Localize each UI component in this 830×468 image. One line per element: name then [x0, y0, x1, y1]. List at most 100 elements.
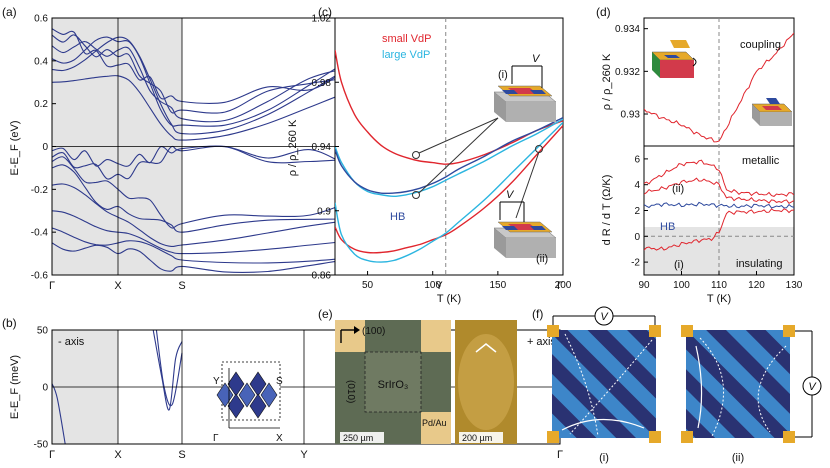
a-xtick-1: X	[114, 280, 122, 292]
c-ytick-0: 1.02	[312, 14, 332, 25]
direction-100: (100)	[362, 326, 385, 337]
panel-c-y-ticks: 1.02 0.98 0.94 0.9 0.86	[312, 14, 339, 282]
panel-b-ylabel: E-E_F (meV)	[9, 355, 21, 419]
inset-y: Y	[213, 376, 220, 387]
panel-b-y-ticks: 50 0 -50	[34, 326, 49, 451]
d-xtick-1: 100	[673, 280, 690, 291]
device-ii-v: V	[808, 381, 817, 393]
b-xtick-2: S	[178, 449, 185, 461]
b-ytick-1: 0	[42, 383, 48, 394]
c-xtick-3: 200	[555, 280, 572, 291]
panel-f: (f) V (i) V	[532, 306, 822, 464]
legend-small-vdp: small VdP	[382, 33, 432, 45]
panel-c-label: (c)	[318, 5, 332, 19]
inset-ii-v: V	[506, 189, 515, 201]
d-top-ytick-2: 0.93	[621, 110, 641, 121]
c-ytick-2: 0.94	[312, 142, 332, 153]
annotation-coupling: coupling	[740, 39, 781, 51]
device-i-label: (i)	[599, 452, 609, 464]
b-xtick-1: X	[114, 449, 122, 461]
panel-d-xlabel: T (K)	[707, 293, 731, 305]
panel-a-ylabel: E-E_F (eV)	[9, 120, 21, 175]
panel-e-label: (e)	[318, 307, 333, 321]
panel-c-xlabel: T (K)	[437, 293, 461, 305]
a-ytick-6: -0.6	[31, 271, 49, 282]
d-bottom-ytick-3: 0	[634, 232, 640, 243]
panel-d-bottom-ylabel: d R / d T (Ω/K)	[601, 175, 613, 246]
b-xtick-3: Y	[300, 449, 308, 461]
b-band-3	[155, 330, 183, 407]
scale-bar-1: 250 µm	[343, 433, 373, 443]
d-xtick-3: 120	[748, 280, 765, 291]
panel-d-top-ylabel: ρ / ρ_260 K	[601, 53, 613, 110]
sample-label: SrIrO₃	[378, 379, 409, 391]
panel-b-label: (b)	[2, 316, 17, 330]
device-inset-ii: V (ii)	[493, 189, 557, 265]
panel-c-curves	[335, 49, 563, 263]
device-inset-i: V (i)	[493, 53, 557, 122]
device-ii-label: (ii)	[732, 452, 744, 464]
d-xtick-0: 90	[638, 280, 650, 291]
c-curve-1	[335, 49, 563, 165]
direction-010: (010)	[345, 380, 356, 403]
panel-a-y-ticks: 0.6 0.4 0.2 0 -0.2 -0.4 -0.6	[31, 14, 56, 282]
panel-c-markers	[412, 117, 543, 219]
a-ytick-2: 0.2	[34, 99, 48, 110]
d-top-curve-1	[644, 32, 794, 143]
c-xtick-0: 50	[362, 280, 374, 291]
a-xtick-0: Γ	[49, 280, 55, 292]
c-curve-2	[335, 125, 563, 254]
a-xtick-3: Y	[435, 280, 443, 292]
device-ii: V (ii)	[681, 325, 822, 464]
d-xtick-2: 110	[711, 280, 727, 291]
d-bottom-ytick-4: -2	[631, 258, 640, 269]
d-bottom-curve-1	[644, 159, 794, 197]
b-band-2	[152, 330, 183, 411]
inset-x: X	[276, 433, 283, 444]
panel-b-bands	[52, 330, 183, 444]
inset-ii-label: (ii)	[536, 253, 548, 265]
d-bottom-ytick-0: 6	[634, 154, 640, 165]
b-xtick-4: Γ	[557, 449, 563, 461]
device-i: V (i)	[547, 306, 661, 464]
a-ytick-1: 0.4	[34, 56, 48, 67]
panel-d-bottom-curves	[644, 159, 794, 251]
a-ytick-5: -0.4	[31, 228, 49, 239]
brillouin-zone-inset: Y S Γ X	[213, 361, 283, 444]
c-xtick-1: 100	[424, 280, 441, 291]
b-ytick-0: 50	[37, 326, 49, 337]
d-top-ytick-1: 0.932	[615, 67, 640, 78]
b-band-1	[52, 383, 66, 444]
c-ytick-3: 0.9	[317, 206, 331, 217]
annotation-i: (i)	[674, 259, 684, 271]
scale-bar-2: 200 µm	[462, 433, 492, 443]
annotation-hb-d: HB	[660, 221, 675, 233]
a-ytick-0: 0.6	[34, 14, 48, 25]
annotation-insulating: insulating	[736, 258, 782, 270]
panel-d-y-ticks: 0.934 0.932 0.93 6 4 2 0 -2	[615, 24, 648, 269]
b-xtick-0: Γ	[49, 449, 55, 461]
c-curve-3	[335, 121, 563, 263]
b-ytick-2: -50	[34, 440, 49, 451]
d-xtick-4: 130	[786, 280, 803, 291]
annotation-ii: (ii)	[672, 183, 684, 195]
panel-d-top-curves	[644, 32, 794, 143]
panel-b-plus-axis: + axis	[527, 336, 557, 348]
d-top-ytick-0: 0.934	[615, 24, 640, 35]
legend-large-vdp: large VdP	[382, 49, 430, 61]
inset-s: S	[276, 376, 283, 387]
annotation-metallic: metallic	[742, 155, 780, 167]
inset-i-v: V	[532, 53, 541, 65]
panel-c: (c) 1.02 0.98 0.94 0.9 0.86 50 100 150 200 T (K…	[287, 5, 572, 305]
panel-f-label: (f)	[532, 307, 543, 321]
d-bottom-curve-4	[644, 208, 794, 251]
coupling-inset	[651, 40, 697, 78]
panel-c-x-ticks: 50 100 150 200	[362, 271, 572, 291]
panel-c-ylabel: ρ / ρ_260 K	[287, 119, 299, 176]
contacts-label: Pd/Au	[422, 418, 447, 428]
a-xtick-2: S	[178, 280, 185, 292]
panel-b: (b) 50 0 -50 Γ X S Y Γ E-E_F (meV) - axis + ax…	[2, 316, 563, 461]
d-bottom-ytick-1: 4	[634, 180, 640, 191]
